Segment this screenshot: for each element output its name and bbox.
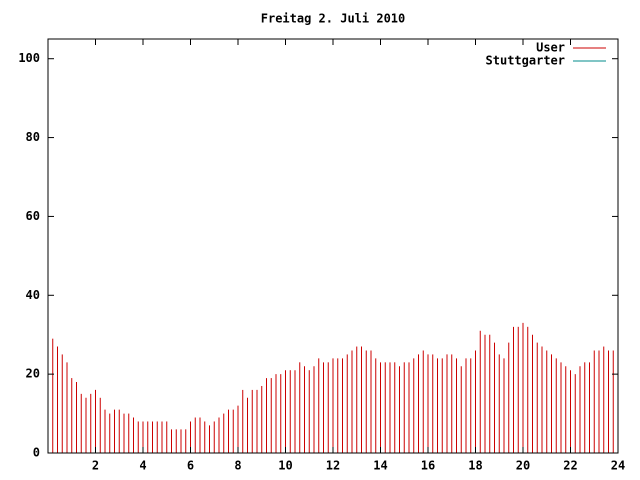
x-tick-label: 8 (234, 459, 241, 473)
x-tick-label: 18 (468, 459, 482, 473)
y-tick-label: 0 (33, 446, 40, 460)
y-tick-label: 100 (18, 51, 40, 65)
legend-label: Stuttgarter (486, 54, 565, 68)
x-tick-label: 12 (326, 459, 340, 473)
x-tick-label: 22 (563, 459, 577, 473)
x-tick-label: 10 (278, 459, 292, 473)
x-tick-label: 20 (516, 459, 530, 473)
y-tick-label: 40 (26, 288, 40, 302)
x-tick-label: 6 (187, 459, 194, 473)
chart-title: Freitag 2. Juli 2010 (261, 12, 406, 26)
x-tick-label: 14 (373, 459, 387, 473)
x-tick-label: 2 (92, 459, 99, 473)
x-tick-label: 24 (611, 459, 625, 473)
x-tick-label: 16 (421, 459, 435, 473)
y-tick-label: 60 (26, 209, 40, 223)
x-tick-label: 4 (139, 459, 146, 473)
y-tick-label: 80 (26, 130, 40, 144)
legend-label: User (536, 41, 565, 55)
y-tick-label: 20 (26, 367, 40, 381)
